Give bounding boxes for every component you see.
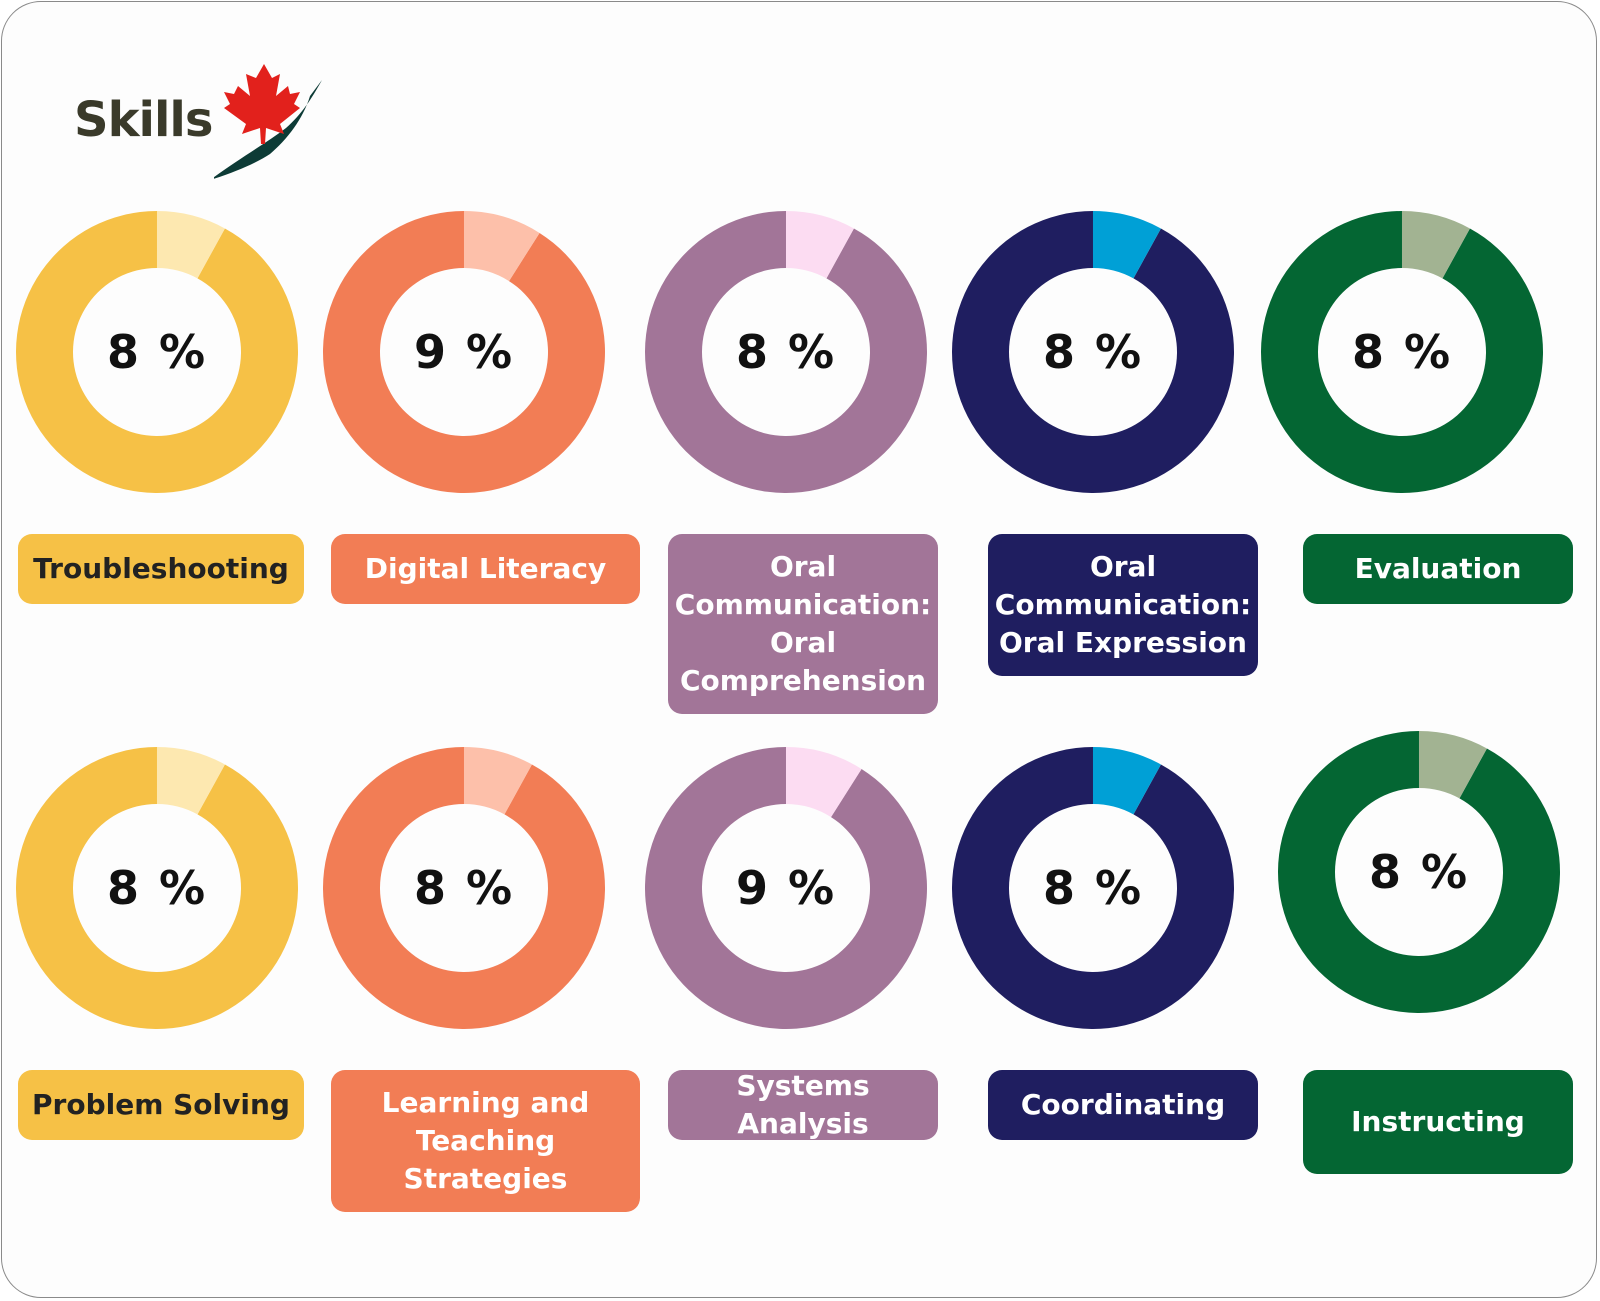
brand-logo: Skills	[74, 62, 334, 182]
donut-svg	[645, 211, 927, 493]
donut-slice-value	[1402, 211, 1470, 279]
maple-leaf-logo-icon	[214, 64, 322, 179]
skill-label: Oral Communication: Oral Expression	[988, 534, 1258, 676]
donut-svg	[322, 747, 605, 1029]
donut-percentage-label: 9 %	[735, 861, 837, 915]
skill-label: Systems Analysis	[668, 1069, 938, 1140]
donut-svg	[1278, 731, 1560, 1013]
donut-slice-value	[157, 211, 225, 279]
donut-percentage-label: 8 %	[735, 325, 837, 379]
donut-chart: 8 %	[1259, 209, 1545, 495]
donut-slice-remainder	[1278, 731, 1560, 1013]
donut-chart: 8 %	[1276, 729, 1562, 1015]
donut-slice-remainder	[952, 747, 1234, 1029]
donut-percentage-label: 8 %	[413, 861, 515, 915]
skill-label: Coordinating	[988, 1070, 1258, 1140]
skill-label: Problem Solving	[18, 1070, 304, 1140]
donut-chart: 8 %	[321, 745, 607, 1031]
donut-slice-remainder	[1261, 211, 1543, 493]
brand-title: Skills	[74, 92, 213, 148]
donut-percentage-label: 8 %	[1042, 861, 1144, 915]
donut-percentage-label: 8 %	[1351, 325, 1453, 379]
donut-svg	[952, 747, 1234, 1029]
donut-slice-value	[464, 211, 540, 282]
donut-chart: 8 %	[14, 209, 300, 495]
donut-svg	[15, 747, 298, 1029]
donut-slice-remainder	[645, 747, 927, 1029]
skill-label: Oral Communication: Oral Comprehension	[668, 534, 938, 714]
donut-slice-value	[1093, 747, 1161, 815]
donut-svg	[952, 211, 1234, 493]
skill-label: Digital Literacy	[331, 534, 640, 604]
donut-percentage-label: 8 %	[106, 861, 208, 915]
donut-slice-remainder	[322, 747, 605, 1029]
donut-slice-value	[1093, 211, 1161, 279]
donut-chart: 9 %	[643, 745, 929, 1031]
skill-label: Troubleshooting	[18, 534, 304, 604]
donut-slice-remainder	[15, 747, 298, 1029]
donut-slice-value	[786, 747, 862, 818]
donut-slice-value	[1419, 731, 1487, 799]
donut-chart: 8 %	[950, 209, 1236, 495]
donut-percentage-label: 8 %	[1042, 325, 1144, 379]
donut-svg	[1261, 211, 1543, 493]
skill-label: Learning and Teaching Strategies	[331, 1070, 640, 1212]
donut-chart: 8 %	[950, 745, 1236, 1031]
donut-slice-remainder	[15, 211, 298, 493]
skill-label: Instructing	[1303, 1070, 1573, 1174]
donut-svg	[323, 211, 605, 493]
donut-chart: 8 %	[14, 745, 300, 1031]
donut-percentage-label: 8 %	[1368, 845, 1470, 899]
donut-slice-remainder	[952, 211, 1234, 493]
donut-percentage-label: 9 %	[413, 325, 515, 379]
donut-percentage-label: 8 %	[106, 325, 208, 379]
donut-chart: 8 %	[643, 209, 929, 495]
donut-svg	[645, 747, 927, 1029]
donut-slice-value	[786, 211, 854, 279]
donut-slice-value	[157, 747, 225, 815]
donut-svg	[15, 211, 298, 493]
donut-chart: 9 %	[321, 209, 607, 495]
donut-slice-remainder	[323, 211, 605, 493]
skill-label: Evaluation	[1303, 534, 1573, 604]
donut-slice-value	[464, 747, 532, 815]
donut-slice-remainder	[645, 211, 927, 493]
